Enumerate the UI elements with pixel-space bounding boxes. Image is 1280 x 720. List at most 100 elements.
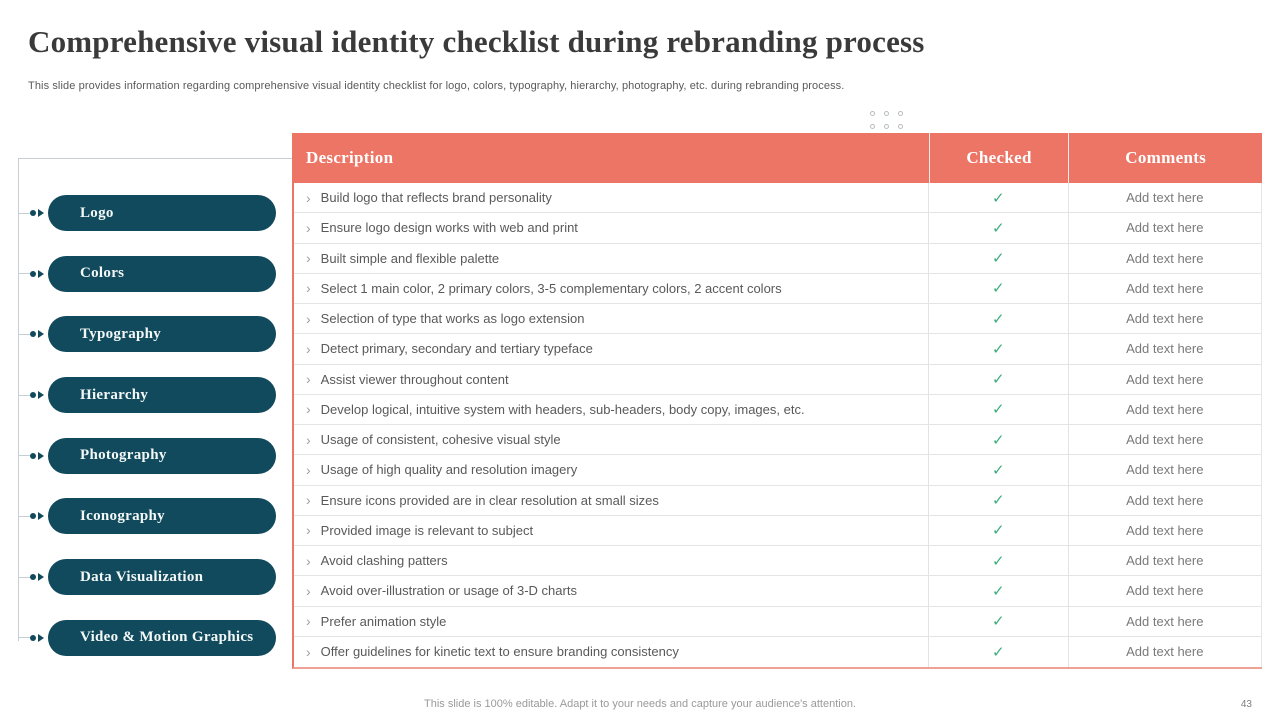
sidebar: Logo Colors Typography Hierarchy	[18, 195, 276, 656]
check-icon: ✓	[992, 280, 1005, 298]
row-description-text: Assist viewer throughout content	[320, 371, 509, 387]
row-comment-cell[interactable]: Add text here	[1067, 364, 1261, 394]
chevron-icon: ›	[306, 401, 311, 418]
sidebar-item[interactable]: Hierarchy	[18, 377, 276, 414]
table-row: › Built simple and flexible palette ✓ Ad…	[294, 243, 1261, 274]
page-number: 43	[1240, 699, 1252, 710]
check-icon: ✓	[992, 582, 1005, 600]
sidebar-item[interactable]: Data Visualization	[18, 559, 276, 596]
sidebar-item-pill[interactable]: Colors	[48, 255, 276, 292]
row-checked-cell: ✓	[928, 425, 1068, 455]
table-header: Description Checked Comments	[294, 133, 1262, 183]
check-icon: ✓	[992, 431, 1005, 449]
row-checked-cell: ✓	[928, 273, 1068, 303]
row-checked-cell: ✓	[928, 515, 1068, 545]
row-description-cell: › Prefer animation style	[294, 607, 928, 636]
check-icon: ✓	[992, 340, 1005, 358]
chevron-icon: ›	[306, 431, 311, 448]
row-description-cell: › Offer guidelines for kinetic text to e…	[294, 637, 928, 667]
check-icon: ✓	[992, 461, 1005, 479]
bullet-arrow-icon	[30, 330, 44, 339]
row-checked-cell: ✓	[928, 243, 1068, 273]
row-comment-cell[interactable]: Add text here	[1067, 636, 1261, 667]
row-description-text: Usage of consistent, cohesive visual sty…	[320, 432, 561, 448]
row-description-text: Avoid over-illustration or usage of 3-D …	[320, 583, 577, 599]
row-comment-cell[interactable]: Add text here	[1067, 576, 1261, 606]
row-comment-cell[interactable]: Add text here	[1067, 546, 1261, 576]
row-comment-cell[interactable]: Add text here	[1067, 455, 1261, 485]
row-description-text: Avoid clashing patters	[320, 553, 448, 569]
row-description-text: Selection of type that works as logo ext…	[320, 311, 585, 327]
row-checked-cell: ✓	[928, 394, 1068, 424]
row-comment-cell[interactable]: Add text here	[1067, 394, 1261, 424]
table-row: › Usage of high quality and resolution i…	[294, 455, 1261, 486]
row-comment-cell[interactable]: Add text here	[1067, 515, 1261, 545]
sidebar-item[interactable]: Logo	[18, 195, 276, 231]
row-comment-cell[interactable]: Add text here	[1067, 425, 1261, 455]
sidebar-top-connector-line	[18, 158, 292, 159]
chevron-icon: ›	[306, 340, 311, 357]
row-description-cell: › Usage of consistent, cohesive visual s…	[294, 425, 928, 454]
sidebar-item[interactable]: Typography	[18, 316, 276, 353]
row-checked-cell: ✓	[928, 183, 1068, 213]
bullet-arrow-icon	[30, 451, 44, 460]
sidebar-item-pill[interactable]: Data Visualization	[48, 559, 276, 596]
row-comment-cell[interactable]: Add text here	[1067, 183, 1261, 213]
slide-subtitle: This slide provides information regardin…	[28, 80, 845, 92]
row-comment-text: Add text here	[1126, 311, 1204, 327]
row-description-cell: › Avoid clashing patters	[294, 546, 928, 575]
connector-line	[18, 637, 30, 639]
sidebar-item-label: Iconography	[80, 507, 165, 524]
sidebar-item-label: Hierarchy	[80, 386, 149, 403]
table-row: › Avoid over-illustration or usage of 3-…	[294, 576, 1261, 607]
table-body: › Build logo that reflects brand persona…	[294, 183, 1262, 667]
row-comment-cell[interactable]: Add text here	[1067, 334, 1261, 364]
sidebar-item-pill[interactable]: Typography	[48, 316, 276, 353]
row-comment-cell[interactable]: Add text here	[1067, 273, 1261, 303]
row-comment-text: Add text here	[1126, 371, 1204, 387]
sidebar-item[interactable]: Video & Motion Graphics	[18, 619, 276, 656]
row-description-text: Built simple and flexible palette	[320, 250, 500, 266]
sidebar-item[interactable]: Iconography	[18, 498, 276, 535]
chevron-icon: ›	[306, 461, 311, 478]
row-description-cell: › Select 1 main color, 2 primary colors,…	[294, 274, 928, 303]
check-icon: ✓	[992, 371, 1005, 389]
sidebar-item-pill[interactable]: Logo	[48, 195, 276, 231]
row-description-cell: › Built simple and flexible palette	[294, 244, 928, 273]
checklist-table: Description Checked Comments › Build log…	[292, 133, 1262, 669]
sidebar-item[interactable]: Colors	[18, 255, 276, 292]
row-checked-cell: ✓	[928, 304, 1068, 334]
bullet-arrow-icon	[30, 633, 44, 642]
sidebar-item-pill[interactable]: Video & Motion Graphics	[48, 619, 276, 656]
row-comment-text: Add text here	[1126, 492, 1204, 508]
chevron-icon: ›	[306, 522, 311, 539]
table-row: › Assist viewer throughout content ✓ Add…	[294, 364, 1261, 395]
sidebar-item-pill[interactable]: Photography	[48, 437, 276, 474]
row-checked-cell: ✓	[928, 485, 1068, 515]
row-comment-cell[interactable]: Add text here	[1067, 213, 1261, 243]
footer-note: This slide is 100% editable. Adapt it to…	[424, 698, 856, 710]
row-comment-cell[interactable]: Add text here	[1067, 243, 1261, 273]
row-comment-text: Add text here	[1126, 553, 1204, 569]
row-description-text: Detect primary, secondary and tertiary t…	[320, 341, 593, 357]
sidebar-item[interactable]: Photography	[18, 437, 276, 474]
row-comment-text: Add text here	[1126, 522, 1204, 538]
check-icon: ✓	[992, 250, 1005, 268]
sidebar-item-pill[interactable]: Iconography	[48, 498, 276, 535]
row-description-text: Ensure icons provided are in clear resol…	[320, 492, 659, 508]
header-comments: Comments	[1068, 133, 1262, 183]
chevron-icon: ›	[306, 613, 311, 630]
table-row: › Usage of consistent, cohesive visual s…	[294, 425, 1261, 456]
chevron-icon: ›	[306, 250, 311, 267]
row-comment-text: Add text here	[1126, 644, 1204, 660]
row-checked-cell: ✓	[928, 213, 1068, 243]
page-title: Comprehensive visual identity checklist …	[28, 24, 925, 59]
check-icon: ✓	[992, 219, 1005, 237]
row-comment-cell[interactable]: Add text here	[1067, 606, 1261, 636]
row-description-cell: › Avoid over-illustration or usage of 3-…	[294, 576, 928, 605]
sidebar-item-pill[interactable]: Hierarchy	[48, 377, 276, 414]
bullet-arrow-icon	[30, 573, 44, 582]
row-comment-cell[interactable]: Add text here	[1067, 304, 1261, 334]
row-comment-cell[interactable]: Add text here	[1067, 485, 1261, 515]
